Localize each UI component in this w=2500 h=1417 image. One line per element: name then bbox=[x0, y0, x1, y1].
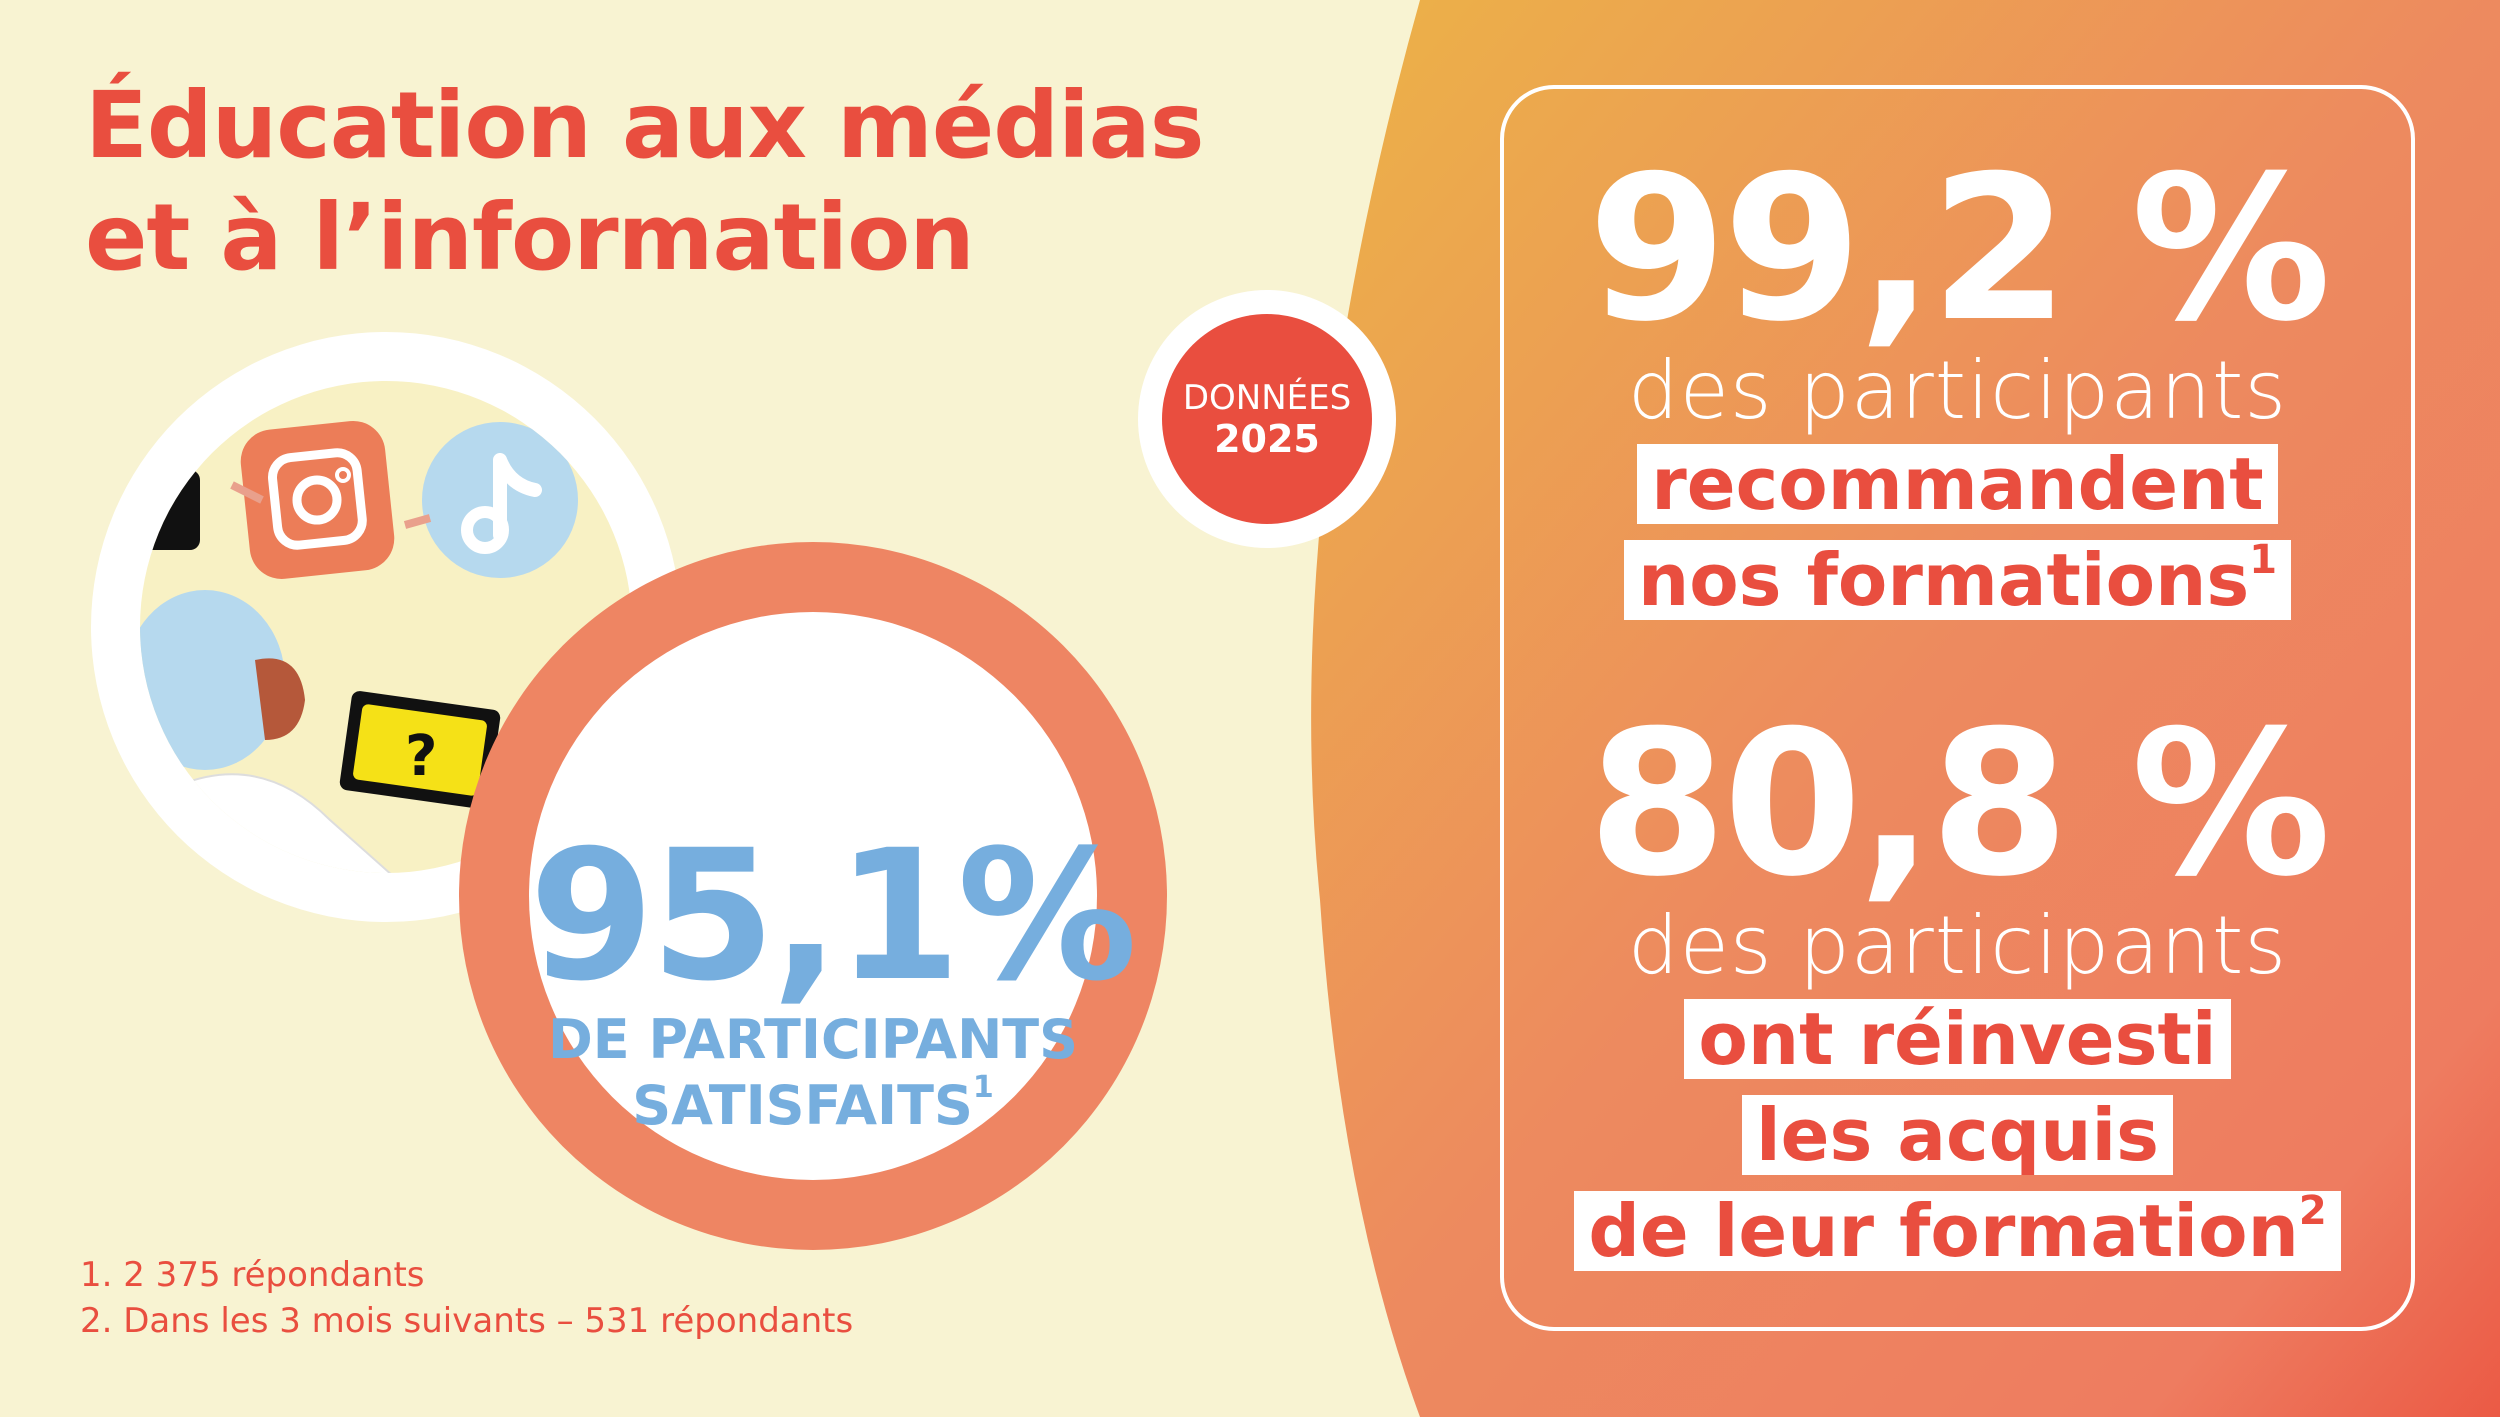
page-title: Éducation aux médias et à l’information bbox=[85, 70, 1204, 294]
satisfaction-line-2: SATISFAITS bbox=[632, 1074, 973, 1137]
stat-reinvest-sub: des participants bbox=[1627, 899, 2288, 992]
svg-text:?: ? bbox=[405, 724, 437, 789]
stat-reinvest-value: 80,8 % bbox=[1587, 688, 2331, 921]
badge-label: DONNÉES bbox=[1182, 378, 1352, 418]
year-badge: DONNÉES 2025 bbox=[1138, 290, 1396, 548]
instagram-icon bbox=[240, 420, 395, 579]
stat-reinvest: 80,8 % des participants ont réinvesti le… bbox=[1500, 705, 2415, 1271]
stat-recommend-hl2: nos formations bbox=[1637, 538, 2250, 622]
stat-reinvest-hl1: ont réinvesti bbox=[1684, 999, 2231, 1079]
stat-recommend-hl1: recommandent bbox=[1637, 444, 2278, 524]
footnote-1: 1. 2 375 répondants bbox=[80, 1255, 425, 1295]
footnote-ref: 2 bbox=[2298, 1188, 2327, 1234]
title-line-2: et à l’information bbox=[85, 184, 975, 291]
footnote-ref: 1 bbox=[2249, 537, 2278, 583]
satisfaction-line-1: DE PARTICIPANTS bbox=[547, 1008, 1079, 1071]
footnote-ref: 1 bbox=[972, 1070, 994, 1105]
stat-recommend-sub: des participants bbox=[1627, 344, 2288, 437]
badge-year: 2025 bbox=[1214, 417, 1320, 461]
satisfaction-circle: 95,1% DE PARTICIPANTS SATISFAITS1 bbox=[459, 542, 1167, 1250]
footnote-2: 2. Dans les 3 mois suivants – 531 répond… bbox=[80, 1301, 854, 1341]
stat-reinvest-hl2: les acquis bbox=[1741, 1095, 2174, 1175]
stats-box bbox=[1500, 85, 2415, 1331]
satisfaction-value: 95,1% bbox=[529, 812, 1137, 1021]
stat-reinvest-hl3: de leur formation bbox=[1588, 1189, 2299, 1273]
stat-recommend: 99,2 % des participants recommandent nos… bbox=[1500, 150, 2415, 620]
title-line-1: Éducation aux médias bbox=[85, 72, 1204, 179]
stat-recommend-value: 99,2 % bbox=[1587, 133, 2331, 366]
tiktok-icon bbox=[422, 422, 578, 578]
